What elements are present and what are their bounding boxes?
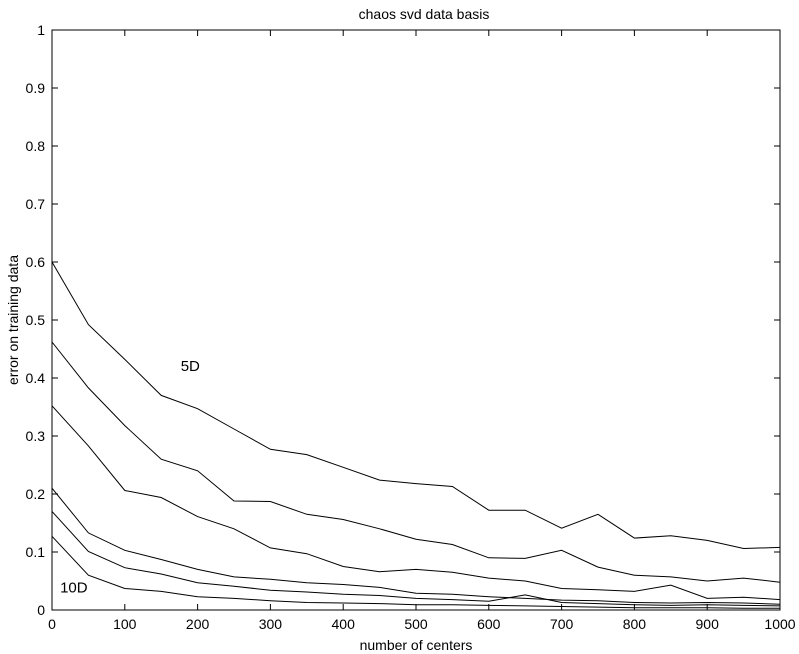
y-tick-label: 1 bbox=[37, 22, 45, 38]
x-tick-label: 300 bbox=[259, 616, 283, 632]
annotation-label: 10D bbox=[60, 580, 88, 597]
x-tick-label: 900 bbox=[696, 616, 720, 632]
series-line-1 bbox=[51, 261, 781, 550]
y-tick-label: 0.3 bbox=[26, 428, 46, 444]
series-line-3 bbox=[51, 405, 781, 601]
y-tick-label: 0.4 bbox=[26, 370, 46, 386]
y-tick-label: 0.5 bbox=[26, 312, 46, 328]
y-tick-label: 0.7 bbox=[26, 196, 46, 212]
y-tick-label: 0.6 bbox=[26, 254, 46, 270]
x-tick-label: 1000 bbox=[764, 616, 795, 632]
x-tick-label: 0 bbox=[48, 616, 56, 632]
annotation-label: 5D bbox=[181, 358, 200, 375]
x-tick-label: 400 bbox=[332, 616, 356, 632]
x-tick-label: 600 bbox=[477, 616, 501, 632]
x-tick-label: 500 bbox=[404, 616, 428, 632]
x-tick-label: 200 bbox=[186, 616, 210, 632]
y-tick-label: 0.1 bbox=[26, 544, 46, 560]
series-line-2 bbox=[51, 341, 781, 583]
series-line-6 bbox=[51, 535, 780, 609]
x-tick-label: 100 bbox=[113, 616, 137, 632]
series-lines bbox=[51, 261, 781, 609]
y-tick-label: 0.8 bbox=[26, 138, 46, 154]
series-line-4 bbox=[51, 487, 781, 605]
x-axis-label: number of centers bbox=[360, 637, 473, 653]
x-tick-label: 700 bbox=[550, 616, 574, 632]
x-tick-label: 800 bbox=[623, 616, 647, 632]
annotations: 5D 10D bbox=[60, 358, 200, 597]
axis-ticks: 0 100 200 300 400 500 600 700 800 900 1000 0 0.1 0.2 0… bbox=[26, 22, 796, 632]
y-tick-label: 0.2 bbox=[26, 486, 46, 502]
series-line-5 bbox=[51, 511, 781, 607]
plot-area bbox=[51, 29, 781, 611]
chart-title: chaos svd data basis bbox=[359, 6, 490, 22]
y-tick-label: 0 bbox=[37, 602, 45, 618]
y-tick-label: 0.9 bbox=[26, 80, 46, 96]
y-axis-label: error on training data bbox=[5, 255, 21, 385]
